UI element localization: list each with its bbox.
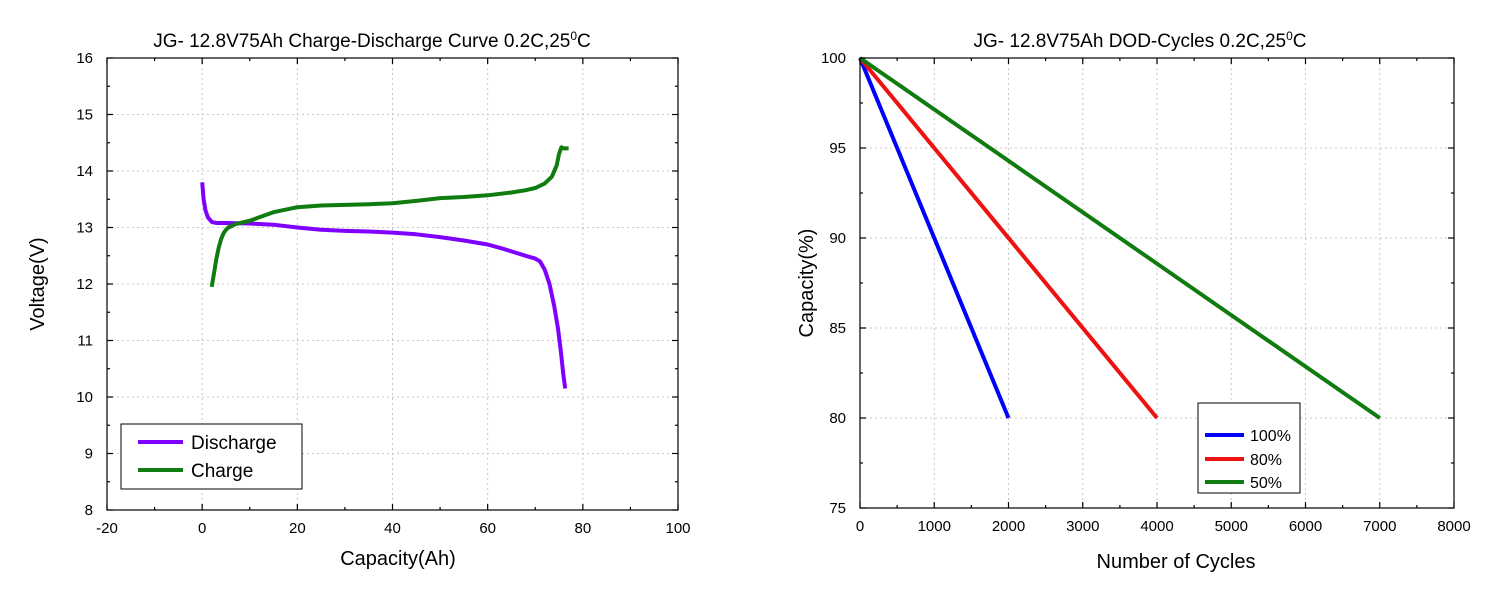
chart1-legend: Discharge Charge: [120, 423, 303, 490]
series-line-50: [858, 56, 1381, 420]
y-tick-label: 90: [829, 230, 846, 247]
chart1-legend-box: [120, 423, 303, 490]
y-tick-label: 13: [76, 220, 93, 237]
series-line-100: [858, 57, 1011, 419]
legend-label-50: 50%: [1250, 475, 1282, 492]
dod-cycles-chart: JG- 12.8V75Ah DOD-Cycles 0.2C,250C 0 1000…: [796, 29, 1471, 573]
x-tick-label: 0: [198, 520, 206, 537]
x-tick-label: 6000: [1289, 518, 1322, 535]
x-tick-label: 7000: [1363, 518, 1396, 535]
chart2-legend-box: [1197, 402, 1301, 494]
x-tick-label: 80: [574, 520, 591, 537]
x-tick-label: 100: [665, 520, 690, 537]
chart2-x-axis-title: Number of Cycles: [1097, 551, 1256, 573]
y-tick-label: 85: [829, 320, 846, 337]
legend-label-100: 100%: [1250, 428, 1291, 445]
legend-label-charge: Charge: [191, 461, 253, 482]
chart1-x-axis-title: Capacity(Ah): [340, 548, 456, 570]
chart2-y-axis-title: Capacity(%): [796, 229, 818, 338]
x-tick-label: 60: [479, 520, 496, 537]
legend-label-discharge: Discharge: [191, 433, 277, 454]
y-tick-label: 10: [76, 389, 93, 406]
x-tick-label: 1000: [918, 518, 951, 535]
chart2-title: JG- 12.8V75Ah DOD-Cycles 0.2C,250C: [974, 29, 1307, 52]
x-tick-label: 5000: [1215, 518, 1248, 535]
charge-discharge-chart: JG- 12.8V75Ah Charge-Discharge Curve 0.2…: [27, 29, 691, 570]
x-tick-label: 4000: [1140, 518, 1173, 535]
y-tick-label: 80: [829, 410, 846, 427]
y-tick-label: 11: [77, 333, 93, 350]
chart1-title: JG- 12.8V75Ah Charge-Discharge Curve 0.2…: [153, 29, 591, 52]
series-line-discharge: [200, 182, 568, 389]
x-tick-label: -20: [96, 520, 118, 537]
y-tick-label: 95: [829, 140, 846, 157]
x-tick-label: 3000: [1066, 518, 1099, 535]
x-tick-label: 40: [384, 520, 401, 537]
y-tick-label: 75: [829, 500, 846, 517]
series-line-charge: [209, 145, 569, 288]
x-tick-label: 20: [289, 520, 306, 537]
legend-label-80: 80%: [1250, 452, 1282, 469]
y-tick-label: 8: [85, 502, 93, 519]
x-tick-label: 8000: [1437, 518, 1470, 535]
chart1-y-axis-title: Voltage(V): [27, 237, 49, 330]
y-tick-label: 12: [76, 276, 93, 293]
y-tick-label: 14: [76, 163, 93, 180]
y-tick-label: 100: [821, 50, 846, 67]
chart2-legend: 100% 80% 50%: [1197, 402, 1301, 494]
x-tick-label: 2000: [992, 518, 1025, 535]
x-tick-label: 0: [856, 518, 864, 535]
y-tick-label: 15: [76, 107, 93, 124]
y-tick-label: 9: [85, 446, 93, 463]
y-tick-label: 16: [76, 50, 93, 67]
series-line-80: [858, 56, 1159, 420]
